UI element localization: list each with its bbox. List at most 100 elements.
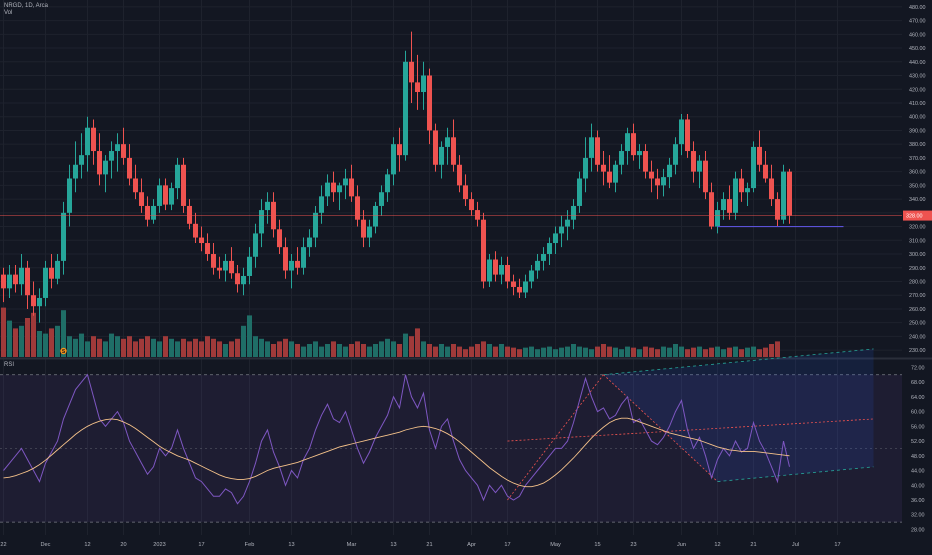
volume-bar <box>199 341 204 357</box>
volume-bars <box>1 307 780 357</box>
price-tick-label: 230.00 <box>909 348 926 354</box>
volume-bar <box>649 347 654 357</box>
volume-bar <box>367 346 372 357</box>
candle-body <box>121 144 126 158</box>
volume-bar <box>43 333 48 357</box>
axes: 230.00 240.00 250.00 260.00 270.00 280.00 290.… <box>0 5 932 548</box>
volume-label[interactable]: Vol <box>4 10 13 16</box>
volume-bar <box>127 336 132 357</box>
volume-bar <box>673 344 678 357</box>
candle-body <box>523 281 528 293</box>
volume-bar <box>457 346 462 357</box>
volume-bar <box>691 347 696 357</box>
volume-bar <box>331 341 336 357</box>
candle-body <box>631 133 636 156</box>
volume-bar <box>313 341 318 357</box>
dividend-marker-label: S <box>62 349 66 355</box>
candle-body <box>433 130 438 165</box>
volume-bar <box>157 341 162 357</box>
candle-body <box>577 178 582 206</box>
grid-lines <box>0 0 932 535</box>
candle-body <box>325 182 330 197</box>
volume-bar <box>229 341 234 357</box>
volume-bar <box>151 338 156 357</box>
candle-body <box>697 160 702 172</box>
volume-bar <box>631 347 636 357</box>
volume-bar <box>529 346 534 357</box>
volume-bar <box>679 346 684 357</box>
candle-body <box>403 61 408 156</box>
candle-body <box>673 144 678 165</box>
candle-body <box>193 223 198 238</box>
time-tick-label: May <box>550 542 561 548</box>
volume-bar <box>703 349 708 357</box>
time-tick-label: Jul <box>792 542 799 548</box>
price-tick-label: 390.00 <box>909 128 926 134</box>
candle-body <box>661 177 666 186</box>
volume-bar <box>655 349 660 357</box>
volume-bar <box>31 312 36 357</box>
candle-body <box>787 171 792 216</box>
candle-body <box>499 265 504 275</box>
volume-bar <box>391 341 396 357</box>
volume-bar <box>409 336 414 357</box>
candle-body <box>535 260 540 271</box>
volume-bar <box>427 344 432 357</box>
volume-bar <box>541 347 546 357</box>
rsi-tick-label: 36.00 <box>911 498 925 504</box>
candle-body <box>421 75 426 92</box>
candle-body <box>487 259 492 282</box>
volume-bar <box>349 344 354 357</box>
volume-bar <box>169 338 174 357</box>
volume-bar <box>547 346 552 357</box>
rsi-label[interactable]: RSI <box>4 362 15 368</box>
candle-body <box>229 260 234 274</box>
rsi-tick-label: 60.00 <box>911 410 925 416</box>
candlesticks[interactable] <box>1 31 792 323</box>
volume-bar <box>205 336 210 357</box>
candle-body <box>385 174 390 193</box>
candle-body <box>715 210 720 227</box>
volume-bar <box>319 346 324 357</box>
candle-body <box>79 155 84 165</box>
candle-body <box>199 237 204 244</box>
candle-body <box>775 199 780 220</box>
volume-bar <box>289 341 294 357</box>
volume-bar <box>253 336 258 357</box>
volume-bar <box>619 349 624 357</box>
candle-body <box>349 178 354 197</box>
volume-bar <box>19 325 24 357</box>
candle-body <box>361 219 366 238</box>
candle-body <box>289 260 294 271</box>
volume-bar <box>421 341 426 357</box>
candle-body <box>721 199 726 211</box>
volume-bar <box>715 346 720 357</box>
price-tick-label: 430.00 <box>909 74 926 80</box>
rsi-series <box>3 373 874 505</box>
candle-body <box>643 151 648 172</box>
price-tick-label: 240.00 <box>909 334 926 340</box>
symbol-info[interactable]: NRGD, 1D, Arca <box>4 3 49 9</box>
candle-body <box>445 137 450 147</box>
rsi-tick-label: 72.00 <box>911 365 925 371</box>
price-tick-label: 470.00 <box>909 19 926 25</box>
candle-body <box>691 151 696 172</box>
candle-body <box>133 178 138 193</box>
candle-body <box>493 259 498 275</box>
candle-body <box>139 192 144 206</box>
price-tick-label: 320.00 <box>909 225 926 231</box>
price-tick-label: 410.00 <box>909 101 926 107</box>
volume-bar <box>475 344 480 357</box>
volume-bar <box>55 325 60 357</box>
candle-body <box>541 254 546 261</box>
volume-bar <box>13 328 18 357</box>
volume-bar <box>463 349 468 357</box>
candle-body <box>559 226 564 234</box>
candle-body <box>343 178 348 186</box>
volume-bar <box>1 307 6 357</box>
candle-body <box>565 219 570 227</box>
candle-body <box>163 185 168 205</box>
volume-bar <box>373 344 378 357</box>
